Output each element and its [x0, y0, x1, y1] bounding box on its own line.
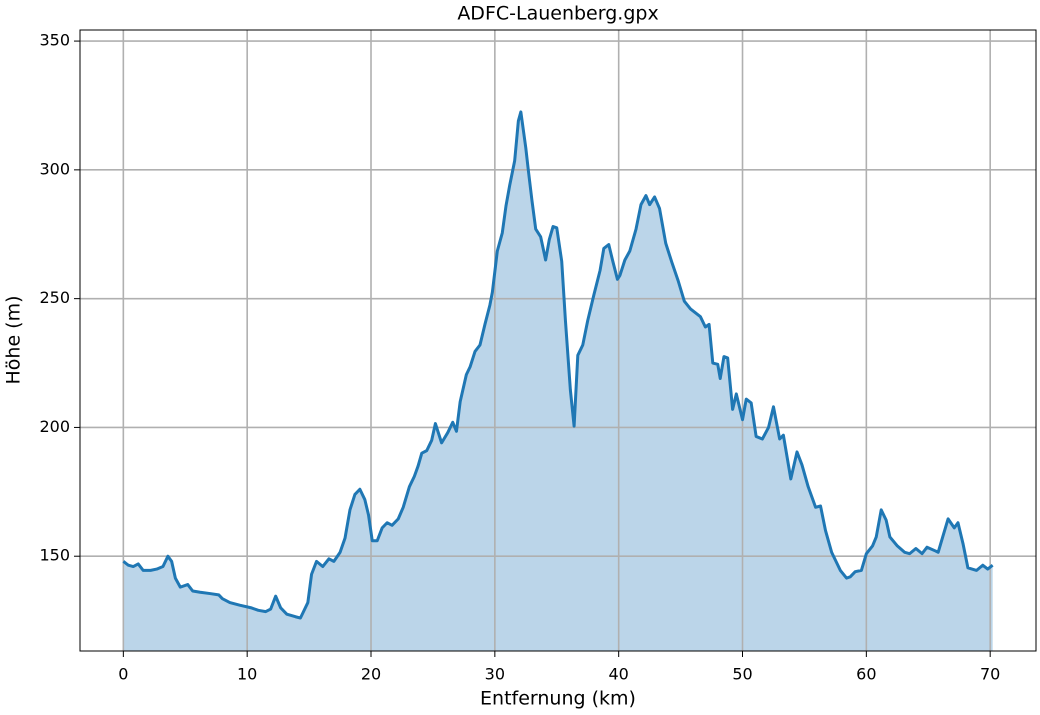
x-tick-label: 30 [485, 665, 505, 684]
y-tick-label: 350 [39, 31, 70, 50]
area-fill [123, 111, 993, 651]
x-tick-label: 10 [237, 665, 257, 684]
y-tick-label: 200 [39, 417, 70, 436]
y-axis-label: Höhe (m) [3, 295, 25, 384]
x-tick-label: 0 [118, 665, 128, 684]
x-tick-label: 60 [856, 665, 876, 684]
x-tick-label: 20 [361, 665, 381, 684]
y-tick-label: 150 [39, 546, 70, 565]
x-tick-label: 50 [732, 665, 752, 684]
x-axis-label: Entfernung (km) [480, 688, 636, 710]
elevation-line [122, 110, 994, 620]
x-tick-label: 40 [608, 665, 628, 684]
plot-frame [79, 29, 1037, 652]
x-tick-label: 70 [980, 665, 1000, 684]
y-tick-label: 250 [39, 288, 70, 307]
y-tick-label: 300 [39, 159, 70, 178]
chart-title: ADFC-Lauenberg.gpx [457, 3, 658, 25]
